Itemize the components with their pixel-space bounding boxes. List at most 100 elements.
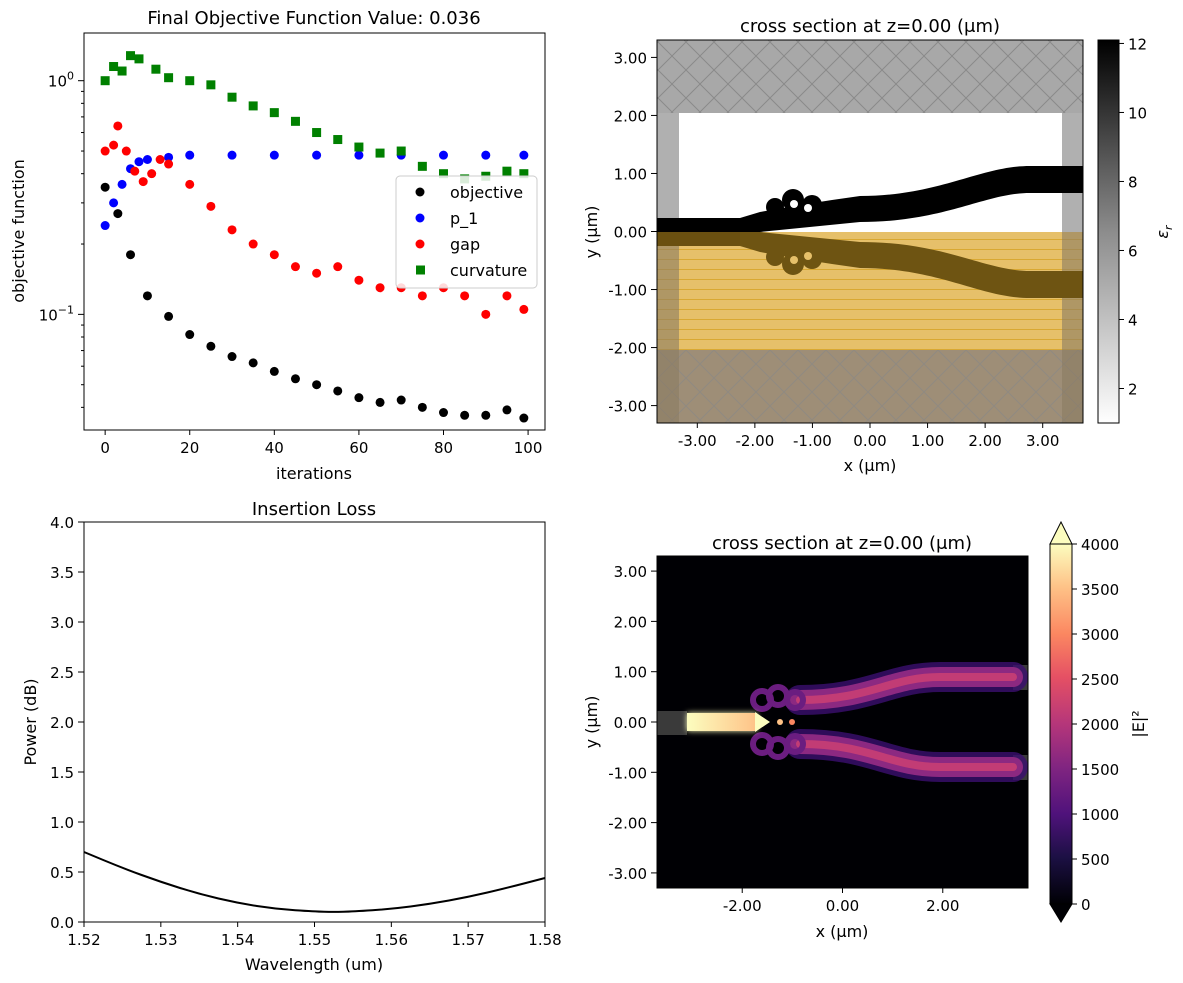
- colorbar-tick-label: 2000: [1081, 716, 1119, 734]
- legend-label-curvature: curvature: [450, 261, 527, 280]
- y-tick-label: 1.00: [614, 165, 647, 183]
- y-tick-label: 100: [48, 70, 74, 91]
- point-objective: [100, 182, 110, 192]
- point-objective: [312, 380, 322, 390]
- y-tick-label: 0.0: [50, 914, 74, 932]
- x-tick-label: -3.00: [678, 432, 717, 450]
- x-tick-label: 1.58: [528, 931, 561, 949]
- colorbar-tick-label: 0: [1081, 896, 1091, 914]
- colorbar-tick-label: 3000: [1081, 626, 1119, 644]
- x-tick-label: 0.00: [853, 432, 886, 450]
- x-tick-label: 80: [434, 439, 453, 457]
- point-curvature: [100, 76, 110, 86]
- point-curvature: [375, 148, 385, 158]
- objective-chart-title: Final Objective Function Value: 0.036: [147, 8, 480, 29]
- point-gap: [417, 291, 427, 301]
- point-gap: [206, 201, 216, 211]
- x-tick-label: 1.56: [375, 931, 408, 949]
- point-p_1: [100, 221, 110, 231]
- colorbar-tick-label: 6: [1128, 242, 1138, 260]
- y-tick-label: 2.00: [614, 107, 647, 125]
- field-colorbar-min-extend: [1049, 903, 1073, 923]
- y-tick-label: 3.5: [50, 564, 74, 582]
- point-p_1: [354, 150, 364, 160]
- y-tick-label: 1.0: [50, 814, 74, 832]
- point-gap: [100, 146, 110, 156]
- point-objective: [126, 250, 136, 260]
- point-gap: [130, 166, 140, 176]
- insertion-loss-title: Insertion Loss: [252, 499, 376, 520]
- point-curvature: [396, 146, 406, 156]
- insertion-loss-frame: [83, 521, 546, 923]
- field-cross-section: cross section at z=0.00 (μm): [582, 520, 1148, 941]
- point-p_1: [164, 152, 174, 162]
- field-x-axis-label: x (μm): [816, 922, 869, 941]
- point-p_1: [185, 150, 195, 160]
- point-p_1: [227, 150, 237, 160]
- point-curvature: [417, 161, 427, 171]
- y-tick-label: 2.00: [614, 613, 647, 631]
- point-objective: [502, 405, 512, 415]
- field-y-axis-label: y (μm): [582, 696, 601, 749]
- point-curvature: [502, 166, 512, 176]
- y-tick-label: -2.00: [608, 815, 647, 833]
- y-tick-label: 3.00: [614, 49, 647, 67]
- point-p_1: [134, 157, 144, 167]
- point-objective: [417, 402, 427, 412]
- x-tick-label: 100: [514, 439, 543, 457]
- point-gap: [460, 291, 470, 301]
- field-colorbar: [1049, 543, 1073, 905]
- field-intensity-map: [657, 556, 1028, 888]
- x-tick-label: 3.00: [1026, 432, 1059, 450]
- point-objective: [396, 395, 406, 405]
- point-p_1: [481, 150, 491, 160]
- y-tick-label: 1.5: [50, 764, 74, 782]
- point-curvature: [126, 51, 136, 61]
- legend-label-objective: objective: [450, 183, 523, 202]
- permittivity-colorbar-label: εr: [1153, 224, 1175, 239]
- x-tick-label: -1.00: [793, 432, 832, 450]
- point-p_1: [117, 179, 127, 189]
- colorbar-tick-label: 4000: [1081, 536, 1119, 554]
- point-curvature: [227, 92, 237, 102]
- colorbar-tick-label: 3500: [1081, 581, 1119, 599]
- point-gap: [519, 304, 529, 314]
- colorbar-tick-label: 1000: [1081, 806, 1119, 824]
- point-objective: [113, 209, 123, 219]
- legend-marker-objective: [415, 187, 425, 197]
- point-gap: [312, 268, 322, 278]
- legend-label-gap: gap: [450, 235, 480, 254]
- y-tick-label: -1.00: [608, 764, 647, 782]
- point-objective: [185, 330, 195, 340]
- point-curvature: [438, 169, 448, 179]
- point-objective: [290, 374, 300, 384]
- colorbar-tick-label: 2500: [1081, 671, 1119, 689]
- x-tick-label: 20: [180, 439, 199, 457]
- y-tick-label: 2.0: [50, 714, 74, 732]
- point-curvature: [312, 128, 322, 138]
- point-gap: [138, 177, 148, 187]
- point-gap: [375, 283, 385, 293]
- x-tick-label: 60: [349, 439, 368, 457]
- point-curvature: [269, 108, 279, 118]
- x-tick-label: -2.00: [735, 432, 774, 450]
- point-gap: [164, 159, 174, 169]
- permittivity-title: cross section at z=0.00 (μm): [740, 16, 1000, 37]
- insertion-loss-line: [83, 851, 546, 913]
- point-objective: [481, 410, 491, 420]
- y-tick-label: -3.00: [608, 865, 647, 883]
- x-tick-label: 1.52: [67, 931, 100, 949]
- y-tick-label: -3.00: [608, 398, 647, 416]
- point-gap: [155, 155, 165, 165]
- point-curvature: [519, 169, 529, 179]
- permittivity-colorbar: [1097, 39, 1120, 424]
- point-objective: [227, 352, 237, 362]
- point-p_1: [269, 150, 279, 160]
- permittivity-y-axis-label: y (μm): [582, 206, 601, 259]
- legend-label-p_1: p_1: [450, 209, 478, 229]
- point-gap: [333, 262, 343, 272]
- point-p_1: [312, 150, 322, 160]
- point-gap: [113, 121, 123, 131]
- x-tick-label: 1.55: [298, 931, 331, 949]
